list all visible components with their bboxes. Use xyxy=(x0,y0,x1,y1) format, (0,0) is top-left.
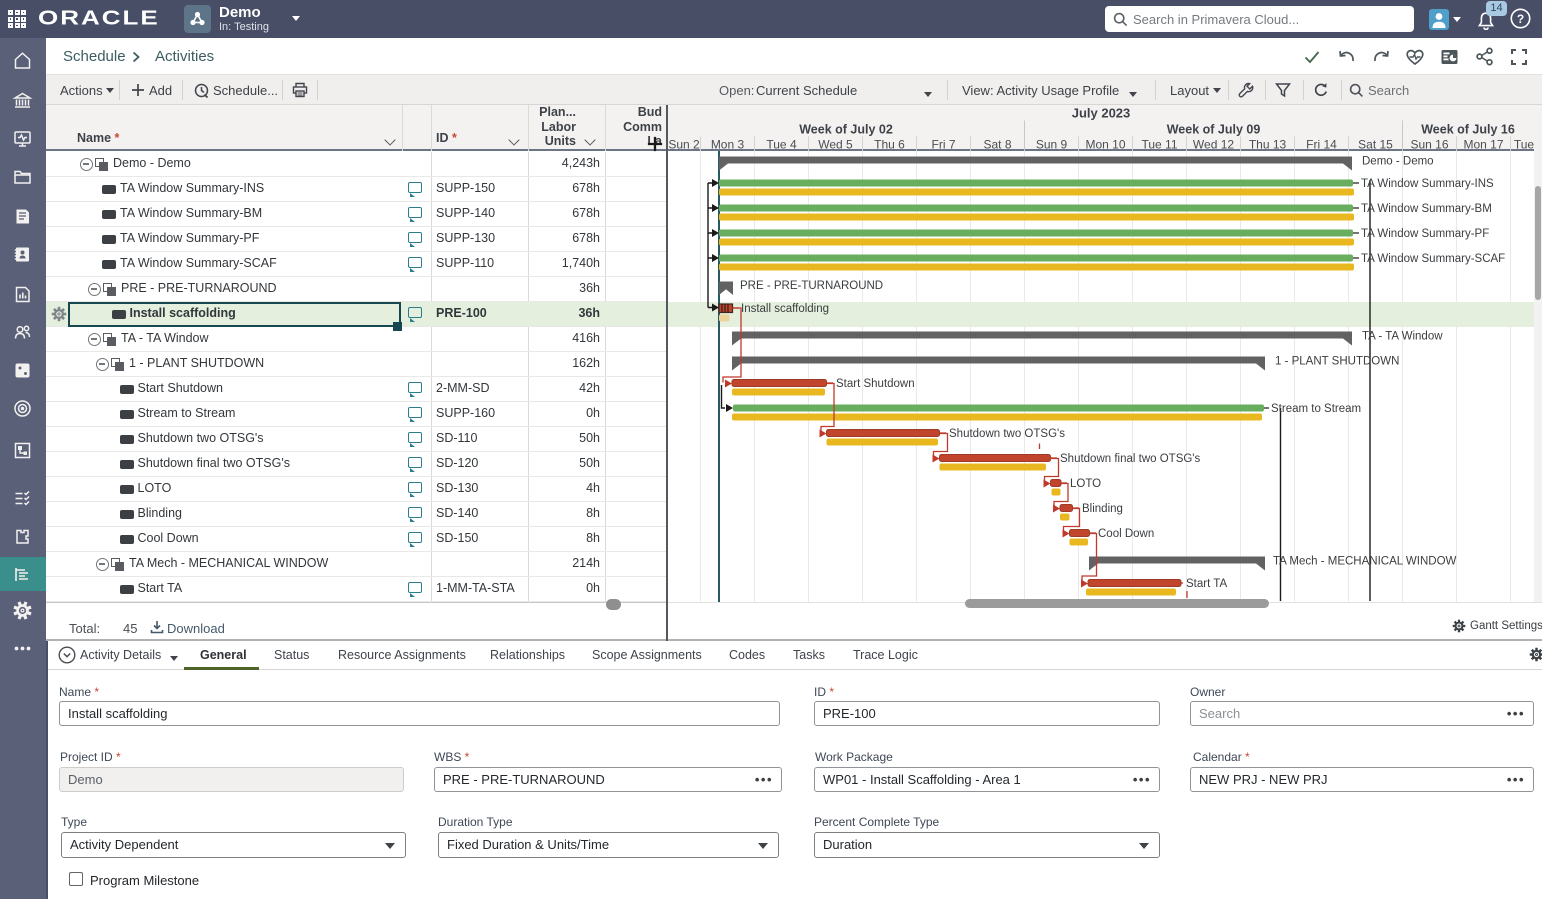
svg-text:Week of July 16: Week of July 16 xyxy=(1421,123,1515,137)
svg-text:Week of July 09: Week of July 09 xyxy=(1167,123,1261,137)
svg-text:Mon 3: Mon 3 xyxy=(711,138,745,152)
svg-text:Sun 9: Sun 9 xyxy=(1036,138,1068,152)
svg-text:Fri 7: Fri 7 xyxy=(932,138,956,152)
svg-text:Install scaffolding: Install scaffolding xyxy=(741,303,829,315)
svg-text:Sat 15: Sat 15 xyxy=(1358,138,1393,152)
svg-text:Fri 14: Fri 14 xyxy=(1306,138,1337,152)
svg-text:Thu 6: Thu 6 xyxy=(874,138,905,152)
svg-text:TA - TA Window: TA - TA Window xyxy=(1362,331,1443,343)
svg-text:Shutdown final two OTSG's: Shutdown final two OTSG's xyxy=(1060,453,1201,465)
svg-text:Mon 10: Mon 10 xyxy=(1085,138,1125,152)
svg-text:Start TA: Start TA xyxy=(1186,578,1227,590)
svg-text:TA Mech - MECHANICAL WINDOW: TA Mech - MECHANICAL WINDOW xyxy=(1273,556,1457,568)
svg-text:Cool Down: Cool Down xyxy=(1098,528,1154,540)
svg-text:?: ? xyxy=(1517,12,1524,26)
svg-text:Sun 2: Sun 2 xyxy=(668,138,700,152)
svg-text:1 - PLANT SHUTDOWN: 1 - PLANT SHUTDOWN xyxy=(1275,356,1399,368)
svg-text:Wed 12: Wed 12 xyxy=(1193,138,1234,152)
svg-text:Shutdown two OTSG's: Shutdown two OTSG's xyxy=(949,428,1065,440)
svg-text:Thu 13: Thu 13 xyxy=(1249,138,1287,152)
svg-text:TA Window Summary-BM: TA Window Summary-BM xyxy=(1361,203,1492,215)
svg-text:Tue: Tue xyxy=(1514,138,1534,152)
svg-text:LOTO: LOTO xyxy=(1070,478,1101,490)
svg-text:TA Window Summary-INS: TA Window Summary-INS xyxy=(1361,178,1494,190)
svg-text:Demo - Demo: Demo - Demo xyxy=(1362,156,1434,168)
svg-text:PRE - PRE-TURNAROUND: PRE - PRE-TURNAROUND xyxy=(740,280,883,292)
svg-text:TA Window Summary-SCAF: TA Window Summary-SCAF xyxy=(1361,253,1505,265)
svg-text:Tue 11: Tue 11 xyxy=(1141,138,1177,152)
svg-text:Wed 5: Wed 5 xyxy=(818,138,853,152)
svg-text:Sun 16: Sun 16 xyxy=(1410,138,1448,152)
svg-text:Mon 17: Mon 17 xyxy=(1463,138,1503,152)
svg-text:TA Window Summary-PF: TA Window Summary-PF xyxy=(1361,228,1489,240)
svg-text:Start Shutdown: Start Shutdown xyxy=(836,378,915,390)
svg-text:July 2023: July 2023 xyxy=(1072,106,1131,121)
svg-text:Sat 8: Sat 8 xyxy=(983,138,1011,152)
svg-text:Stream to Stream: Stream to Stream xyxy=(1271,403,1361,415)
svg-text:Tue 4: Tue 4 xyxy=(766,138,797,152)
svg-text:Blinding: Blinding xyxy=(1082,503,1123,515)
svg-text:Week of July 02: Week of July 02 xyxy=(799,123,893,137)
